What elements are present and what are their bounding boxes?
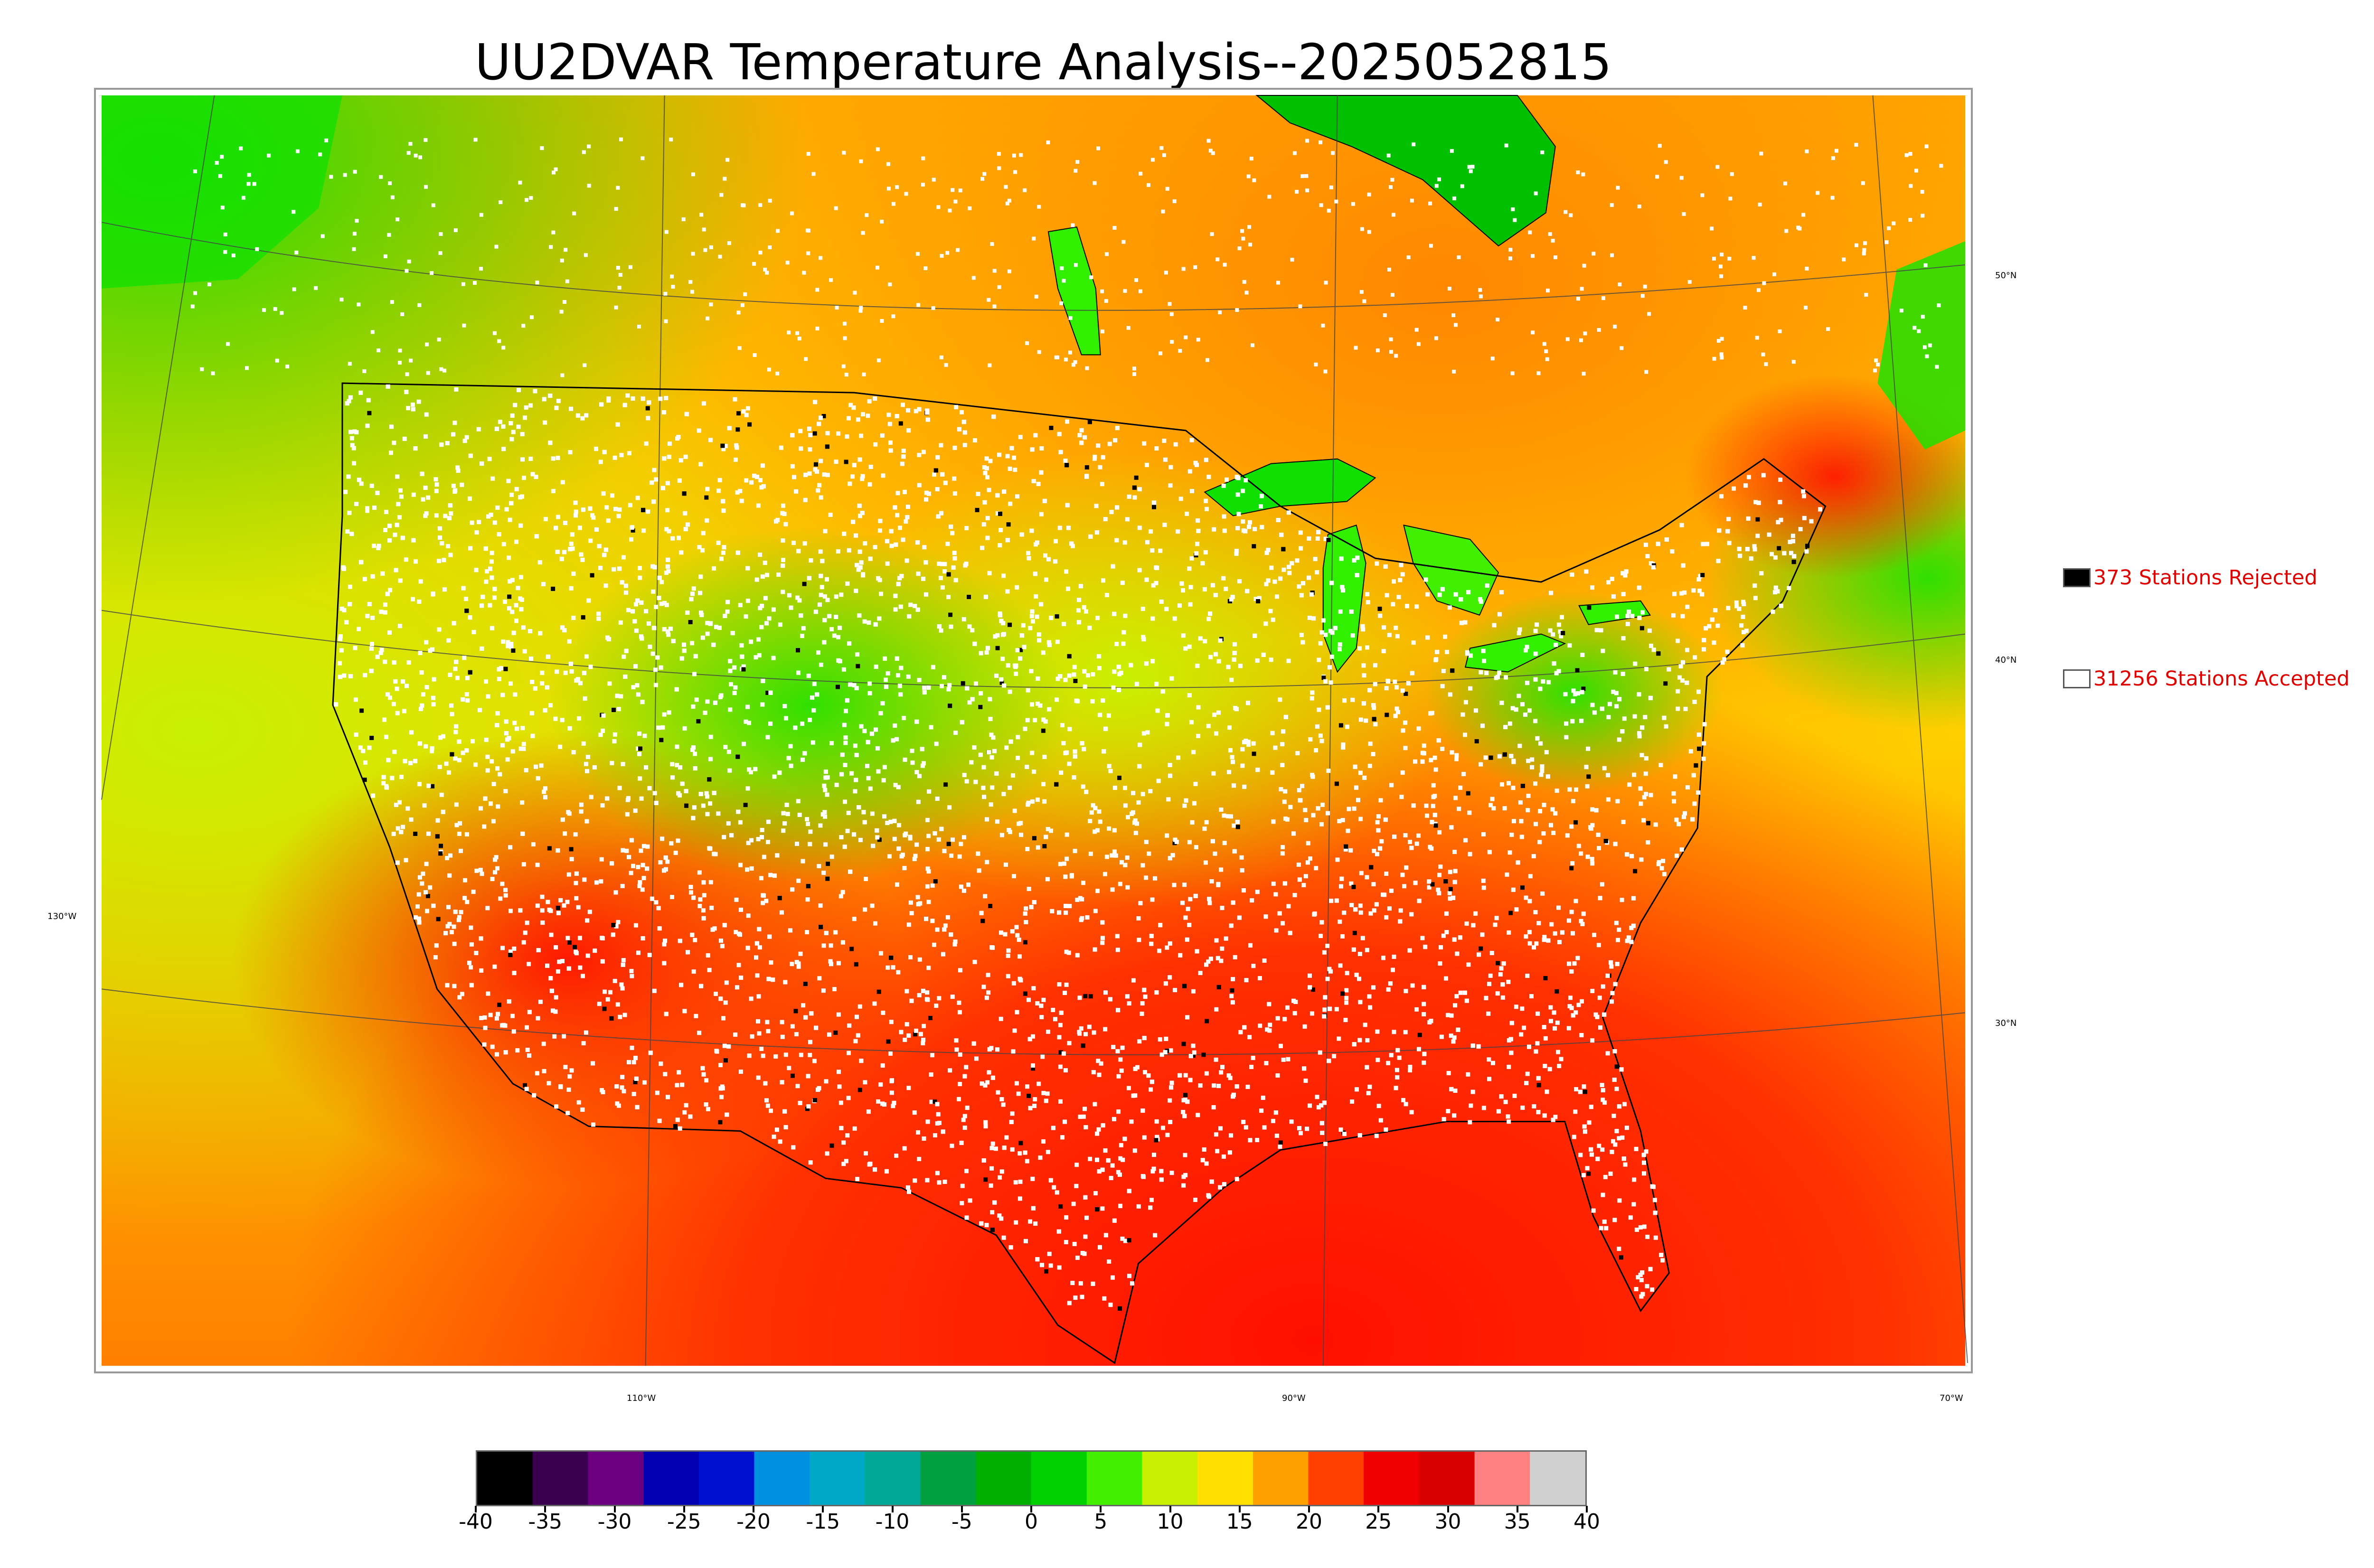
gulf-st-lawrence	[1877, 241, 1966, 450]
colorbar-tick	[961, 1506, 963, 1512]
colorbar-segment	[698, 1452, 755, 1505]
colorbar-tick-label: 35	[1504, 1510, 1531, 1534]
colorbar-tick-label: 20	[1296, 1510, 1322, 1534]
station-markers	[190, 137, 1943, 1311]
colorbar-segment	[1142, 1452, 1198, 1505]
conus-outline	[332, 382, 1827, 1364]
colorbar-segment	[588, 1452, 644, 1505]
rejected-count: 373 Stations Rejected	[2093, 566, 2317, 590]
colorbar-tick-label: -35	[528, 1510, 563, 1534]
colorbar-segment	[477, 1452, 533, 1505]
colorbar-segment	[1474, 1452, 1531, 1505]
lake-winnipeg	[1047, 226, 1101, 356]
pacific-northwest-green	[101, 95, 342, 289]
colorbar-tick-label: -40	[459, 1510, 493, 1534]
lat-label-40n: 40°N	[1995, 655, 2017, 665]
accepted-count: 31256 Stations Accepted	[2093, 667, 2350, 691]
rejected-swatch	[2063, 568, 2091, 587]
graticule	[101, 95, 1969, 1366]
lon-label-70w: 70°W	[1940, 1393, 1963, 1403]
colorbar-tick-label: 30	[1434, 1510, 1461, 1534]
colorbar-tick	[753, 1506, 754, 1512]
hudson-bay	[1255, 94, 1556, 247]
colorbar-tick	[1586, 1506, 1588, 1512]
lake-ontario	[1578, 600, 1651, 625]
colorbar-segment	[810, 1452, 866, 1505]
legend-rejected: 373 Stations Rejected	[2063, 566, 2317, 590]
colorbar-segment	[976, 1452, 1032, 1505]
colorbar-tick	[891, 1506, 894, 1512]
legend-accepted: 31256 Stations Accepted	[2063, 667, 2350, 691]
colorbar-tick	[1100, 1506, 1102, 1512]
lon-label-130w: 130°W	[47, 911, 77, 921]
colorbar-tick-label: -30	[597, 1510, 632, 1534]
lon-label-90w: 90°W	[1282, 1393, 1306, 1403]
colorbar-tick	[1238, 1506, 1241, 1512]
colorbar-segment	[1197, 1452, 1253, 1505]
colorbar-tick-label: 0	[1025, 1510, 1038, 1534]
colorbar-tick-label: -20	[736, 1510, 771, 1534]
colorbar-segment	[532, 1452, 589, 1505]
colorbar-tick	[683, 1506, 685, 1512]
colorbar-segment	[1031, 1452, 1087, 1505]
map-title: UU2DVAR Temperature Analysis--2025052815	[475, 33, 1612, 91]
colorbar-tick	[822, 1506, 824, 1512]
lake-erie	[1464, 633, 1566, 673]
colorbar-segment	[643, 1452, 699, 1505]
accepted-swatch	[2063, 669, 2091, 688]
colorbar-tick	[1516, 1506, 1518, 1512]
colorbar-segment	[754, 1452, 810, 1505]
colorbar-tick-label: 40	[1573, 1510, 1600, 1534]
colorbar-segment	[1086, 1452, 1143, 1505]
colorbar-tick	[475, 1506, 477, 1512]
colorbar-segment	[865, 1452, 921, 1505]
colorbar-tick	[613, 1506, 616, 1512]
colorbar-tick-label: -15	[806, 1510, 840, 1534]
colorbar-tick-label: -10	[875, 1510, 910, 1534]
colorbar	[476, 1450, 1587, 1506]
colorbar-segment	[1364, 1452, 1420, 1505]
colorbar-tick	[544, 1506, 546, 1512]
colorbar-tick-label: -25	[667, 1510, 701, 1534]
colorbar-segment	[1530, 1452, 1585, 1505]
lat-label-50n: 50°N	[1995, 271, 2017, 281]
colorbar-tick-label: -5	[951, 1510, 972, 1534]
colorbar-segment	[920, 1452, 977, 1505]
colorbar-segment	[1419, 1452, 1475, 1505]
colorbar-tick	[1447, 1506, 1449, 1512]
temperature-field	[101, 94, 1969, 1366]
lon-label-110w: 110°W	[627, 1393, 656, 1403]
colorbar-segment	[1308, 1452, 1365, 1505]
colorbar-tick	[1030, 1506, 1032, 1512]
colorbar-gradient	[477, 1452, 1585, 1505]
colorbar-tick-label: 5	[1094, 1510, 1108, 1534]
temperature-map	[94, 88, 1973, 1373]
colorbar-tick-label: 25	[1365, 1510, 1392, 1534]
colorbar-segment	[1253, 1452, 1309, 1505]
lat-label-30n: 30°N	[1995, 1018, 2017, 1028]
colorbar-tick-label: 10	[1157, 1510, 1184, 1534]
colorbar-tick	[1308, 1506, 1310, 1512]
colorbar-tick-label: 15	[1226, 1510, 1253, 1534]
colorbar-tick	[1377, 1506, 1380, 1512]
colorbar-tick	[1169, 1506, 1171, 1512]
